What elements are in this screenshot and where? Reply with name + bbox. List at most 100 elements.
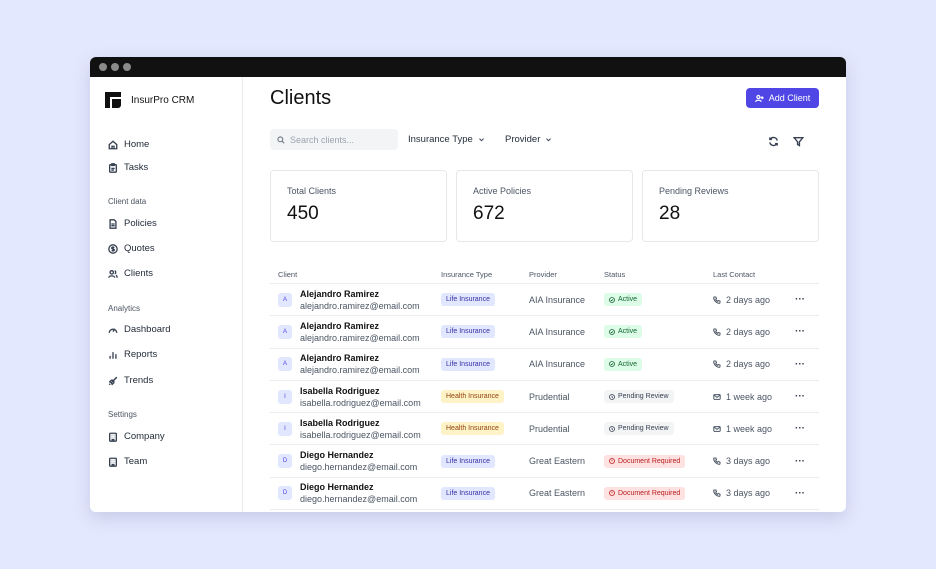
more-actions-button[interactable]: ··· [795, 487, 805, 499]
search-box[interactable] [270, 129, 398, 150]
more-actions-button[interactable]: ··· [795, 455, 805, 467]
actions-cell: ··· [795, 478, 805, 509]
table-row[interactable]: I Isabella Rodriguez isabella.rodriguez@… [270, 381, 819, 414]
sidebar-item-dashboard[interactable]: Dashboard [108, 324, 170, 335]
more-actions-button[interactable]: ··· [795, 326, 805, 338]
sidebar-item-team[interactable]: Team [108, 456, 147, 467]
client-name[interactable]: Alejandro Ramirez [300, 353, 380, 364]
column-header-insurance-type[interactable]: Insurance Type [441, 270, 493, 279]
last-contact: 2 days ago [713, 295, 770, 305]
last-contact-cell: 1 week ago [713, 381, 772, 412]
provider-filter[interactable]: Provider [505, 134, 552, 145]
window-control-close[interactable] [99, 63, 107, 71]
status-cell: Pending Review [604, 413, 674, 444]
last-contact-cell: 2 days ago [713, 316, 770, 347]
actions-cell: ··· [795, 284, 805, 315]
provider-name: AIA Insurance [529, 359, 586, 370]
sidebar-section-title: Client data [108, 197, 147, 206]
sidebar-item-clients[interactable]: Clients [108, 268, 153, 279]
provider-cell: Great Eastern [529, 478, 585, 509]
client-name[interactable]: Diego Hernandez [300, 482, 374, 493]
client-info: Alejandro Ramirez alejandro.ramirez@emai… [300, 288, 420, 312]
building-icon [109, 432, 117, 442]
more-actions-button[interactable]: ··· [795, 358, 805, 370]
file-icon [109, 218, 117, 229]
clipboard-icon [109, 162, 117, 173]
sidebar-item-policies[interactable]: Policies [108, 218, 157, 229]
search-input[interactable] [290, 134, 390, 145]
insurance-type-cell: Health Insurance [441, 413, 504, 444]
stat-card-total-clients: Total Clients 450 [270, 170, 447, 242]
last-contact-label: 1 week ago [726, 423, 773, 434]
provider-name: AIA Insurance [529, 326, 586, 337]
bar-chart-icon [109, 351, 117, 359]
clients-table: Client Insurance Type Provider Status La… [270, 264, 819, 511]
last-contact: 1 week ago [713, 424, 772, 434]
client-email: alejandro.ramirez@email.com [300, 365, 420, 376]
table-row[interactable]: D Diego Hernandez diego.hernandez@email.… [270, 478, 819, 511]
sidebar-item-reports[interactable]: Reports [108, 349, 157, 360]
last-contact-label: 3 days ago [726, 488, 771, 499]
client-name[interactable]: Isabella Rodriguez [300, 385, 380, 396]
last-contact-label: 2 days ago [726, 359, 771, 370]
sidebar-item-label: Team [124, 456, 148, 467]
client-email: isabella.rodriguez@email.com [300, 397, 421, 408]
stat-value: 28 [659, 203, 681, 224]
more-actions-button[interactable]: ··· [795, 294, 805, 306]
table-row[interactable]: D Diego Hernandez diego.hernandez@email.… [270, 445, 819, 478]
status-badge: Document Required [604, 454, 686, 468]
add-client-button[interactable]: Add Client [746, 88, 819, 108]
building-icon [109, 457, 117, 467]
table-row[interactable]: A Alejandro Ramirez alejandro.ramirez@em… [270, 284, 819, 317]
status-label: Document Required [618, 457, 681, 465]
status-cell: Pending Review [604, 381, 674, 412]
status-cell: Document Required [604, 478, 686, 509]
add-client-label: Add Client [768, 93, 811, 103]
table-row[interactable]: A Alejandro Ramirez alejandro.ramirez@em… [270, 316, 819, 349]
sidebar-item-company[interactable]: Company [108, 431, 165, 442]
actions-cell: ··· [795, 381, 805, 412]
status-label: Document Required [618, 489, 681, 497]
table-row[interactable]: I Isabella Rodriguez isabella.rodriguez@… [270, 413, 819, 446]
insurance-type-badge: Health Insurance [441, 422, 504, 436]
column-header-provider[interactable]: Provider [529, 270, 557, 279]
client-name[interactable]: Isabella Rodriguez [300, 417, 380, 428]
insurance-type-filter[interactable]: Insurance Type [408, 134, 485, 145]
provider-cell: Great Eastern [529, 445, 585, 476]
provider-name: Great Eastern [529, 456, 586, 467]
filter-button[interactable] [792, 134, 805, 147]
sidebar-item-trends[interactable]: Trends [108, 375, 153, 386]
insurance-type-badge: Health Insurance [441, 390, 504, 404]
window-control-maximize[interactable] [123, 63, 131, 71]
stat-card-active-policies: Active Policies 672 [456, 170, 633, 242]
sidebar-item-quotes[interactable]: Quotes [108, 243, 155, 254]
more-actions-button[interactable]: ··· [795, 423, 805, 435]
client-email: diego.hernandez@email.com [300, 462, 418, 473]
sidebar-item-tasks[interactable]: Tasks [108, 162, 148, 173]
window-control-minimize[interactable] [111, 63, 119, 71]
more-actions-button[interactable]: ··· [795, 391, 805, 403]
sidebar-item-home[interactable]: Home [108, 139, 149, 150]
sidebar-item-label: Quotes [124, 243, 155, 254]
column-header-last-contact[interactable]: Last Contact [713, 270, 756, 279]
client-email: diego.hernandez@email.com [300, 494, 418, 505]
user-plus-icon [754, 94, 764, 102]
insurance-type-cell: Life Insurance [441, 445, 495, 476]
column-header-client[interactable]: Client [278, 270, 298, 279]
client-cell: I Isabella Rodriguez isabella.rodriguez@… [278, 381, 421, 412]
last-contact: 3 days ago [713, 488, 770, 498]
phone-icon [713, 489, 721, 498]
client-name[interactable]: Alejandro Ramirez [300, 320, 380, 331]
client-name[interactable]: Diego Hernandez [300, 450, 374, 461]
provider-cell: AIA Insurance [529, 316, 585, 347]
sidebar-item-label: Trends [124, 375, 154, 386]
column-header-status[interactable]: Status [604, 270, 626, 279]
refresh-button[interactable] [768, 134, 779, 147]
provider-cell: AIA Insurance [529, 284, 585, 315]
actions-cell: ··· [795, 445, 805, 476]
app-logo[interactable]: InsurPro CRM [105, 92, 194, 108]
client-name[interactable]: Alejandro Ramirez [300, 288, 380, 299]
last-contact: 2 days ago [713, 327, 770, 337]
insurance-type-cell: Life Insurance [441, 349, 495, 380]
table-row[interactable]: A Alejandro Ramirez alejandro.ramirez@em… [270, 349, 819, 381]
